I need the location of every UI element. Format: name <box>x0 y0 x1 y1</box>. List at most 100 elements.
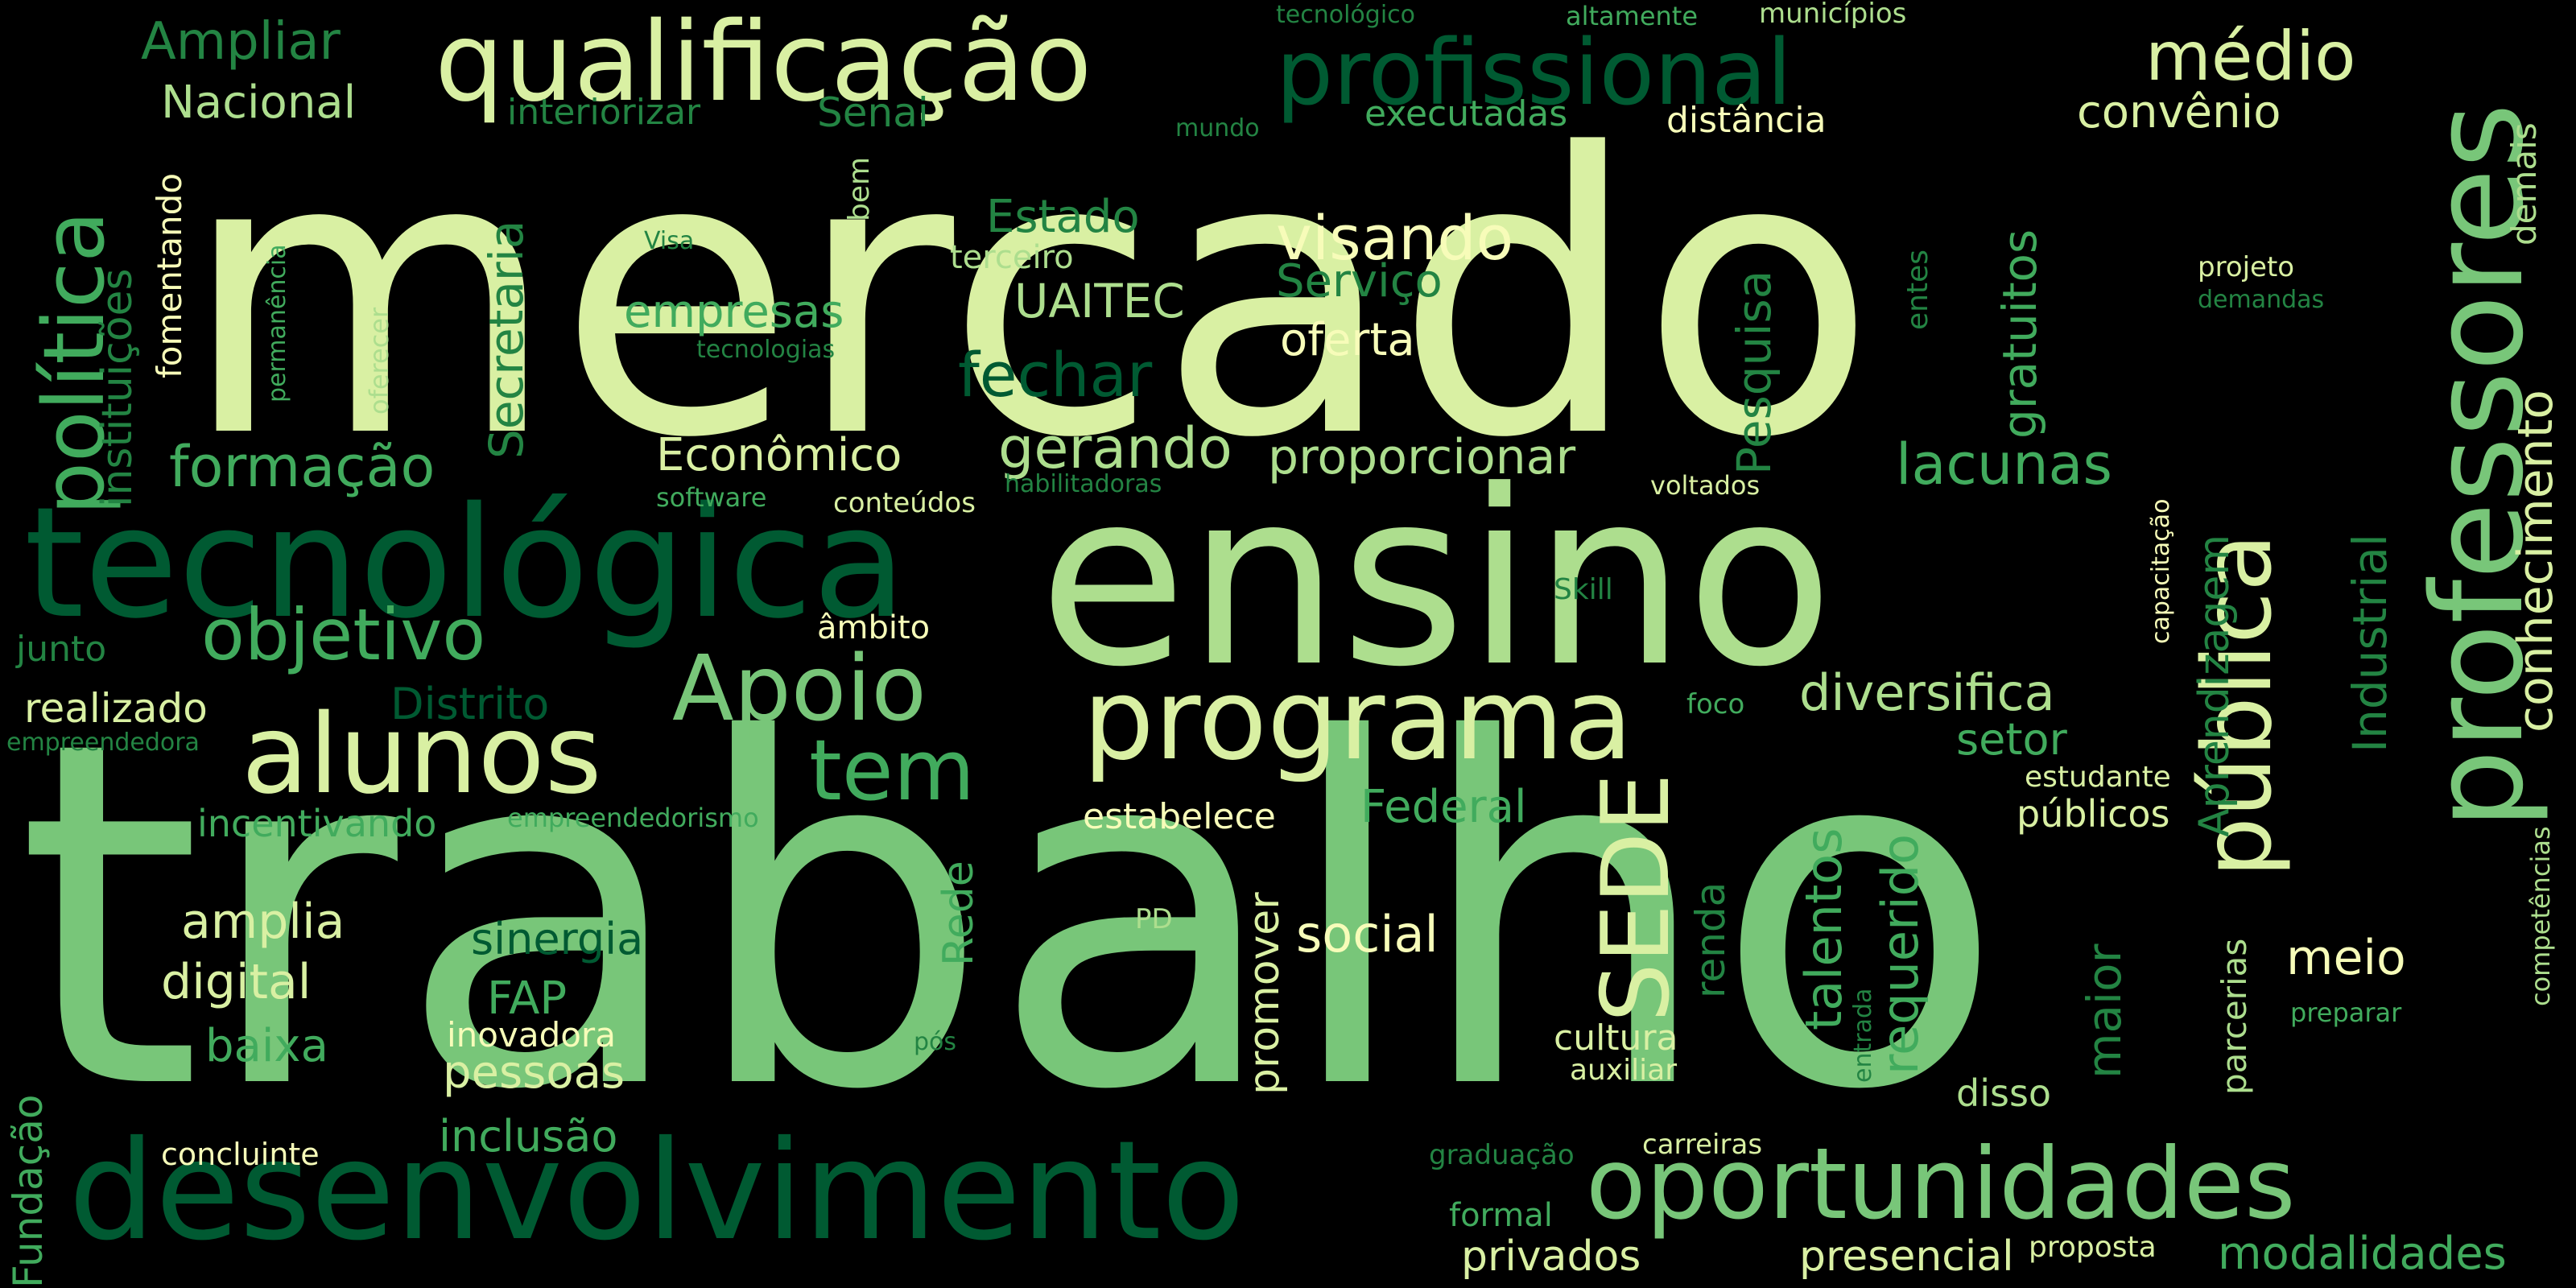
word: Senai <box>817 89 929 136</box>
word: conteúdos <box>833 487 976 519</box>
word: tecnológica <box>24 474 906 652</box>
word: talentos <box>1794 828 1853 1030</box>
word: voltados <box>1650 470 1761 501</box>
word: tecnológico <box>1276 1 1415 29</box>
word: demais <box>2504 122 2544 246</box>
word: pós <box>914 1028 957 1056</box>
word: formação <box>169 434 436 500</box>
word: privados <box>1461 1232 1641 1281</box>
word: PD <box>1135 903 1173 935</box>
word: demandas <box>2198 286 2325 314</box>
word: presencial <box>1799 1232 2014 1281</box>
word: objetivo <box>201 593 486 676</box>
word: renda <box>1687 881 1734 998</box>
word: UAITEC <box>1014 274 1185 328</box>
word: realizado <box>24 685 208 732</box>
word: digital <box>161 954 312 1010</box>
word: amplia <box>181 894 345 950</box>
word: setor <box>1956 714 2067 765</box>
word: mercado <box>181 72 1877 522</box>
word: modalidades <box>2218 1228 2507 1280</box>
word: inovadora <box>447 1015 616 1055</box>
word: trabalho <box>16 641 2005 1194</box>
word: social <box>1296 905 1439 964</box>
word: sinergia <box>471 914 644 964</box>
word: altamente <box>1566 1 1699 31</box>
word: Nacional <box>161 76 357 129</box>
word: oferecer <box>364 307 394 415</box>
word: habilitadoras <box>1005 470 1162 498</box>
word: Secretaria <box>479 220 534 459</box>
word: parcerias <box>2215 938 2254 1095</box>
word: públicos <box>2017 792 2170 836</box>
word: pessoas <box>443 1046 625 1099</box>
word: Serviço <box>1276 255 1443 308</box>
word: auxiliar <box>1570 1054 1678 1087</box>
word: carreiras <box>1642 1129 1763 1161</box>
word: projeto <box>2198 251 2295 283</box>
word: promover <box>1241 892 1289 1095</box>
word: concluinte <box>161 1137 320 1172</box>
word: programa <box>1083 654 1633 786</box>
word: requerido <box>1871 833 1930 1075</box>
word: conhecimento <box>2508 390 2564 733</box>
word: junto <box>16 629 107 670</box>
word: interiorizar <box>507 92 701 133</box>
word: competências <box>2525 826 2556 1006</box>
word: incentivando <box>197 802 437 845</box>
word: Skill <box>1554 573 1613 606</box>
word: lacunas <box>1896 431 2112 497</box>
word: entrada <box>1849 988 1877 1083</box>
word: ensino <box>1038 439 1835 720</box>
word: SEDE <box>1582 773 1690 1022</box>
word: graduação <box>1429 1139 1575 1171</box>
word: inclusão <box>439 1111 618 1162</box>
word: médio <box>2145 17 2356 96</box>
word: tecnologias <box>696 336 836 364</box>
word: proporcionar <box>1268 429 1576 485</box>
word: Econômico <box>656 429 902 481</box>
word: estabelece <box>1083 796 1276 837</box>
word: proposta <box>2029 1231 2157 1264</box>
word: convênio <box>2077 86 2281 138</box>
word: alunos <box>242 691 602 819</box>
word: âmbito <box>817 609 931 646</box>
word: entes <box>1901 250 1934 330</box>
word: preparar <box>2290 997 2402 1028</box>
word: visando <box>1276 202 1514 274</box>
word: oportunidades <box>1586 1127 2296 1241</box>
word: Industrial <box>2343 533 2397 753</box>
word: Rede <box>935 861 983 966</box>
word: instituições <box>93 268 142 507</box>
word: oferta <box>1280 314 1415 366</box>
word: fechar <box>958 339 1153 411</box>
word: empreendedora <box>6 729 200 757</box>
word: maior <box>2077 943 2132 1080</box>
word: diversifica <box>1799 663 2055 722</box>
word: bem <box>843 156 876 221</box>
word: terceiro <box>950 239 1074 276</box>
word: baixa <box>205 1020 328 1072</box>
word: Estado <box>986 191 1140 243</box>
word: capacitação <box>2147 498 2175 644</box>
word: formal <box>1449 1197 1553 1234</box>
word: empresas <box>624 286 844 338</box>
word: Apoio <box>672 637 927 741</box>
word: gratuitos <box>1992 229 2047 439</box>
word: Fundação <box>5 1094 52 1288</box>
word: gerando <box>998 415 1232 481</box>
word: empreendedorismo <box>507 803 759 833</box>
word: Distrito <box>390 679 550 729</box>
word: qualificação <box>435 0 1092 126</box>
word: fomentando <box>150 172 189 378</box>
word: desenvolvimento <box>68 1112 1245 1271</box>
word: cultura <box>1554 1018 1678 1059</box>
word: Pesquisa <box>1727 270 1781 475</box>
word: executadas <box>1364 93 1568 134</box>
word: permanência <box>263 244 291 402</box>
word: Ampliar <box>141 12 341 72</box>
word: FAP <box>487 972 568 1025</box>
word: mundo <box>1175 114 1260 142</box>
word: meio <box>2286 930 2406 986</box>
